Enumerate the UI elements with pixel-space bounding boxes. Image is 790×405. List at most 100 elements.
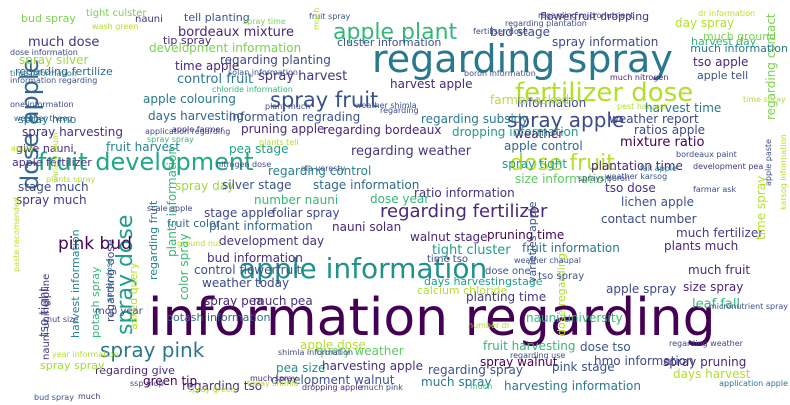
cloud-word: one information — [10, 100, 74, 109]
cloud-word: today shimla — [247, 379, 299, 388]
cloud-word: stage apple — [204, 206, 275, 220]
cloud-word: dropping information — [452, 125, 579, 139]
cloud-word: cluster information — [337, 36, 442, 49]
cloud-word: development day — [219, 234, 325, 248]
cloud-word: much spray — [421, 375, 492, 389]
cloud-word: bud spray — [34, 393, 74, 402]
cloud-word: number nauni — [254, 193, 339, 207]
cloud-word: spray apple — [507, 108, 625, 132]
cloud-word: plant information — [209, 219, 313, 233]
cloud-word: apple tell — [697, 69, 749, 82]
cloud-word: days harvest — [673, 367, 751, 381]
cloud-word: contact number — [601, 212, 697, 226]
cloud-word: pink stage — [552, 360, 615, 374]
cloud-word: regarding tso — [182, 379, 263, 393]
cloud-word: dose regarding — [555, 253, 568, 336]
cloud-word: pruning time — [487, 228, 565, 242]
cloud-word: development pea — [693, 162, 764, 171]
cloud-word: spray pea — [204, 294, 264, 308]
cloud-word: spray spray — [40, 359, 105, 372]
cloud-word: apple — [11, 144, 34, 153]
cloud-word: potash spray — [89, 266, 102, 338]
cloud-word: ratios apple — [634, 123, 706, 137]
cloud-word: spray time — [243, 17, 286, 26]
cloud-word: spray day — [175, 179, 235, 193]
cloud-word: regarding fertilize — [15, 65, 113, 78]
cloud-word: bud spray — [21, 12, 76, 25]
cloud-word: pea stage — [229, 142, 289, 156]
cloud-word: wash green — [92, 22, 139, 31]
cloud-word: harvesting apple — [322, 359, 424, 373]
cloud-word: walnut stage — [410, 230, 488, 244]
cloud-word: spray tight — [502, 157, 568, 171]
cloud-word: apple plant — [333, 20, 458, 45]
cloud-word: regarding give — [95, 364, 175, 377]
cloud-word: boron information — [464, 69, 536, 78]
cloud-word: fertiliser dose — [473, 27, 528, 36]
cloud-word: green tip — [143, 374, 198, 388]
cloud-word: harvest time — [645, 101, 722, 115]
cloud-word: plants much — [664, 239, 739, 253]
cloud-word: fruit spray — [309, 12, 351, 21]
cloud-word: lichen apple — [621, 195, 694, 209]
cloud-word: ratio information — [414, 186, 515, 200]
cloud-word: spray silver — [19, 53, 89, 67]
cloud-word: bordeaux paint — [676, 150, 737, 159]
cloud-word: application regarding — [145, 127, 231, 136]
cloud-word: regarding control — [268, 164, 372, 178]
cloud-word: much — [78, 392, 101, 401]
cloud-word: apple paste — [764, 139, 773, 186]
cloud-word: stage information — [313, 178, 420, 192]
cloud-word: regarding bordeaux — [323, 123, 442, 137]
cloud-word: regarding spray — [372, 37, 673, 81]
cloud-word: tip spray — [163, 34, 212, 47]
cloud-word: much ground — [703, 30, 777, 43]
cloud-word: regarding planting — [220, 53, 331, 67]
cloud-word: much — [312, 7, 321, 30]
cloud-word: pest harvest — [617, 102, 668, 111]
cloud-word: apple colouring — [143, 92, 236, 106]
cloud-word: plants tell — [259, 138, 299, 147]
cloud-word: tell planting — [184, 11, 250, 24]
cloud-word: bud information — [207, 251, 303, 265]
cloud-word: mop year — [95, 306, 143, 317]
cloud-word: calcium chloride — [417, 284, 508, 297]
cloud-word: tight culster — [86, 8, 147, 19]
cloud-word: plantation time — [591, 159, 683, 173]
cloud-word: regarding subsidy — [421, 112, 529, 126]
cloud-word: nut size — [47, 315, 79, 324]
cloud-word: dropping apple — [302, 383, 363, 392]
cloud-word: karsog information — [779, 134, 788, 210]
cloud-word: silver stage — [222, 178, 292, 192]
cloud-word: dose fruit — [510, 151, 615, 176]
cloud-word: spray much — [16, 193, 87, 207]
cloud-word: much — [470, 382, 493, 391]
cloud-word: dose tso — [580, 340, 631, 354]
cloud-word: harvesting information — [504, 379, 641, 393]
cloud-word: farmer asked — [490, 93, 570, 107]
cloud-word: variety plum — [51, 132, 60, 183]
cloud-word: application apple — [719, 379, 788, 388]
cloud-word: dr information — [698, 9, 756, 18]
cloud-word: regarding weather — [669, 339, 743, 348]
cloud-word: ola veresty — [301, 164, 346, 173]
cloud-word: query weather — [316, 344, 404, 358]
cloud-word: days harvesting — [148, 109, 245, 123]
cloud-word: fruit information — [522, 241, 620, 255]
cloud-word: chloride information — [212, 85, 293, 94]
cloud-word: size spray — [683, 280, 744, 294]
cloud-word: regarding — [380, 106, 419, 115]
cloud-word: spray hmo — [18, 113, 77, 126]
cloud-word: leaf fall — [692, 297, 741, 312]
cloud-word: much pea — [253, 294, 313, 308]
cloud-word: time tso — [427, 254, 469, 265]
cloud-word: pink bud — [58, 234, 132, 254]
cloud-word: spray fruit — [270, 88, 379, 112]
cloud-word: nauni solan — [332, 220, 402, 234]
cloud-word: scale apple — [147, 204, 193, 213]
cloud-word: information regarding — [10, 76, 98, 85]
cloud-word: regarding micronutrient — [538, 11, 634, 20]
cloud-word: spray harvest — [258, 69, 348, 84]
cloud-word: planting time — [466, 290, 547, 304]
